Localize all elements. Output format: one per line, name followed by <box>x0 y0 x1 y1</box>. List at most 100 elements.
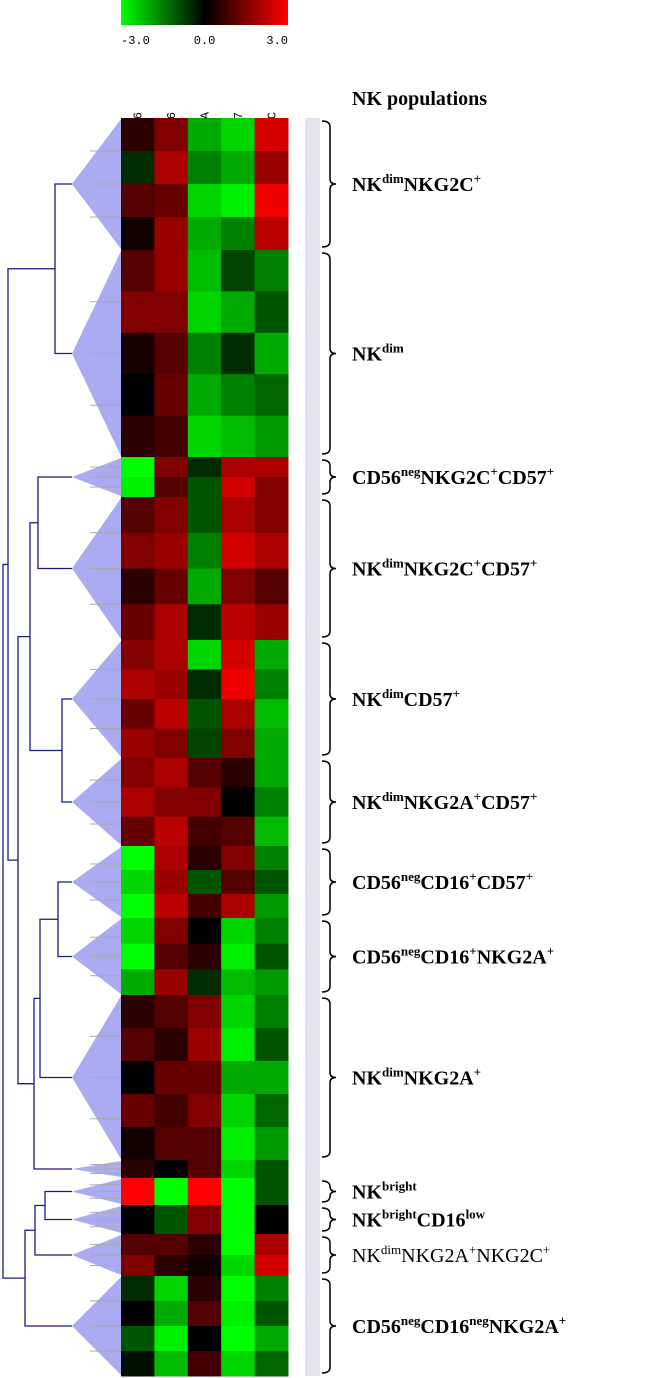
heatmap-cell <box>121 728 155 759</box>
label-text: NKG2C <box>476 1245 543 1267</box>
heatmap-cell <box>221 1094 256 1128</box>
label-superscript: dim <box>382 686 404 701</box>
label-superscript: + <box>547 944 554 959</box>
heatmap-cell <box>254 250 289 292</box>
heatmap-cell <box>154 415 189 458</box>
label-superscript: neg <box>469 1313 489 1328</box>
label-text: NK <box>352 1210 382 1232</box>
bracket <box>321 642 337 756</box>
group-label: NKdimNKG2C+ <box>352 171 481 196</box>
bracket <box>321 760 337 844</box>
heatmap-cell <box>254 532 289 569</box>
heatmap-cell <box>121 943 155 970</box>
heatmap-cell <box>254 1234 289 1256</box>
label-superscript: + <box>469 869 476 884</box>
heatmap-cell <box>187 669 222 700</box>
heatmap-cell <box>121 184 155 218</box>
label-text: NKG2A <box>489 1316 560 1338</box>
label-text: CD57 <box>404 689 453 711</box>
label-superscript: neg <box>401 1313 421 1328</box>
heatmap-cell <box>121 816 155 847</box>
heatmap-cell <box>254 374 289 417</box>
heatmap-cell <box>154 1276 189 1302</box>
label-text: NK <box>352 559 382 581</box>
heatmap-cell <box>187 1127 222 1161</box>
heatmap-cell <box>121 1326 155 1352</box>
heatmap-cell <box>254 969 289 996</box>
label-text: NKG2A <box>404 1068 475 1090</box>
heatmap-cell <box>187 995 222 1029</box>
heatmap-cell <box>254 640 289 670</box>
label-superscript: + <box>469 1242 476 1257</box>
heatmap-cell <box>221 1255 256 1277</box>
heatmap-cell <box>187 894 222 919</box>
heatmap-cell <box>121 846 155 871</box>
dendrogram-link <box>7 268 55 861</box>
heatmap-cell <box>221 118 256 152</box>
heatmap-cell <box>221 870 256 895</box>
bracket <box>321 1278 337 1374</box>
dendrogram-link <box>54 183 72 355</box>
label-text: NKG2A <box>477 947 548 969</box>
heatmap-cell <box>221 291 256 334</box>
heatmap-cell <box>187 1178 222 1206</box>
label-text: CD57 <box>477 872 526 894</box>
heatmap-cell <box>121 604 155 641</box>
heatmap-cell <box>187 943 222 970</box>
heatmap-cell <box>121 640 155 670</box>
bracket <box>321 120 337 248</box>
label-superscript: bright <box>382 1207 417 1222</box>
heatmap-cell <box>154 640 189 670</box>
heatmap-cell <box>221 374 256 417</box>
heatmap-cell <box>121 118 155 152</box>
label-superscript: dim <box>381 1242 401 1257</box>
heatmap-cell <box>221 477 256 498</box>
label-superscript: + <box>453 686 460 701</box>
heatmap-cell <box>187 374 222 417</box>
heatmap-cell <box>121 995 155 1029</box>
heatmap-cell <box>154 1061 189 1095</box>
heatmap-cell <box>254 943 289 970</box>
heatmap-cell <box>154 758 189 788</box>
heatmap-cell <box>154 1351 189 1377</box>
group-label: NKdimNKG2A+ <box>352 1065 481 1090</box>
heatmap-cell <box>154 816 189 847</box>
heatmap-cell <box>187 151 222 185</box>
heatmap-cell <box>221 1234 256 1256</box>
heatmap-cell <box>121 870 155 895</box>
heatmap-cell <box>187 1028 222 1062</box>
heatmap-cell <box>254 1127 289 1161</box>
label-text: NK <box>352 344 382 366</box>
heatmap-cell <box>187 497 222 534</box>
bracket <box>321 997 337 1158</box>
heatmap-cell <box>221 1351 256 1377</box>
heatmap-cell <box>154 728 189 759</box>
dendrogram-link <box>29 522 62 752</box>
heatmap-cell <box>221 532 256 569</box>
heatmap-cell <box>254 332 289 375</box>
label-superscript: dim <box>382 556 404 571</box>
heatmap-cell <box>221 332 256 375</box>
label-superscript: + <box>474 556 481 571</box>
heatmap-cell <box>221 787 256 818</box>
heatmap-cell <box>121 217 155 251</box>
label-superscript: dim <box>382 789 404 804</box>
heatmap-cell <box>187 184 222 218</box>
heatmap-cell <box>254 669 289 700</box>
heatmap-cell <box>254 118 289 152</box>
heatmap-cell <box>187 758 222 788</box>
heatmap-cell <box>221 1178 256 1206</box>
heatmap-cell <box>187 846 222 871</box>
heatmap-cell <box>254 1094 289 1128</box>
colorbar-tick-label: 3.0 <box>266 34 288 48</box>
label-text: NK <box>352 1182 382 1204</box>
label-text: CD57 <box>481 792 530 814</box>
heatmap-cell <box>187 816 222 847</box>
heatmap-cell <box>121 1160 155 1179</box>
heatmap-cell <box>121 1301 155 1327</box>
label-text: CD16 <box>420 947 469 969</box>
label-text: CD56 <box>352 947 401 969</box>
heatmap-cell <box>254 787 289 818</box>
bracket <box>321 1180 337 1203</box>
label-superscript: + <box>526 869 533 884</box>
